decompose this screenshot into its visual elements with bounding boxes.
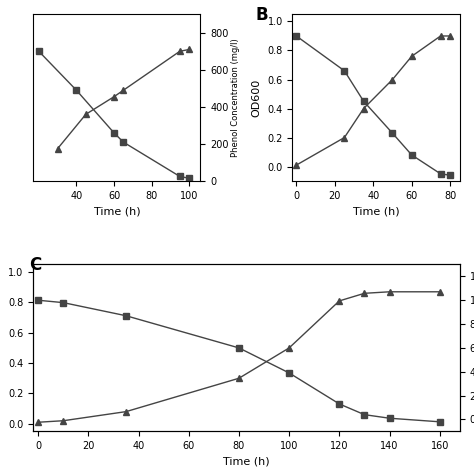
Y-axis label: Phenol Concentration (mg/l): Phenol Concentration (mg/l) — [231, 38, 240, 157]
X-axis label: Time (h): Time (h) — [223, 456, 270, 466]
Text: B: B — [255, 6, 268, 24]
Text: C: C — [29, 256, 41, 274]
Y-axis label: OD600: OD600 — [252, 79, 262, 117]
X-axis label: Time (h): Time (h) — [353, 206, 400, 216]
X-axis label: Time (h): Time (h) — [93, 206, 140, 216]
Y-axis label: OD600: OD600 — [0, 329, 2, 367]
